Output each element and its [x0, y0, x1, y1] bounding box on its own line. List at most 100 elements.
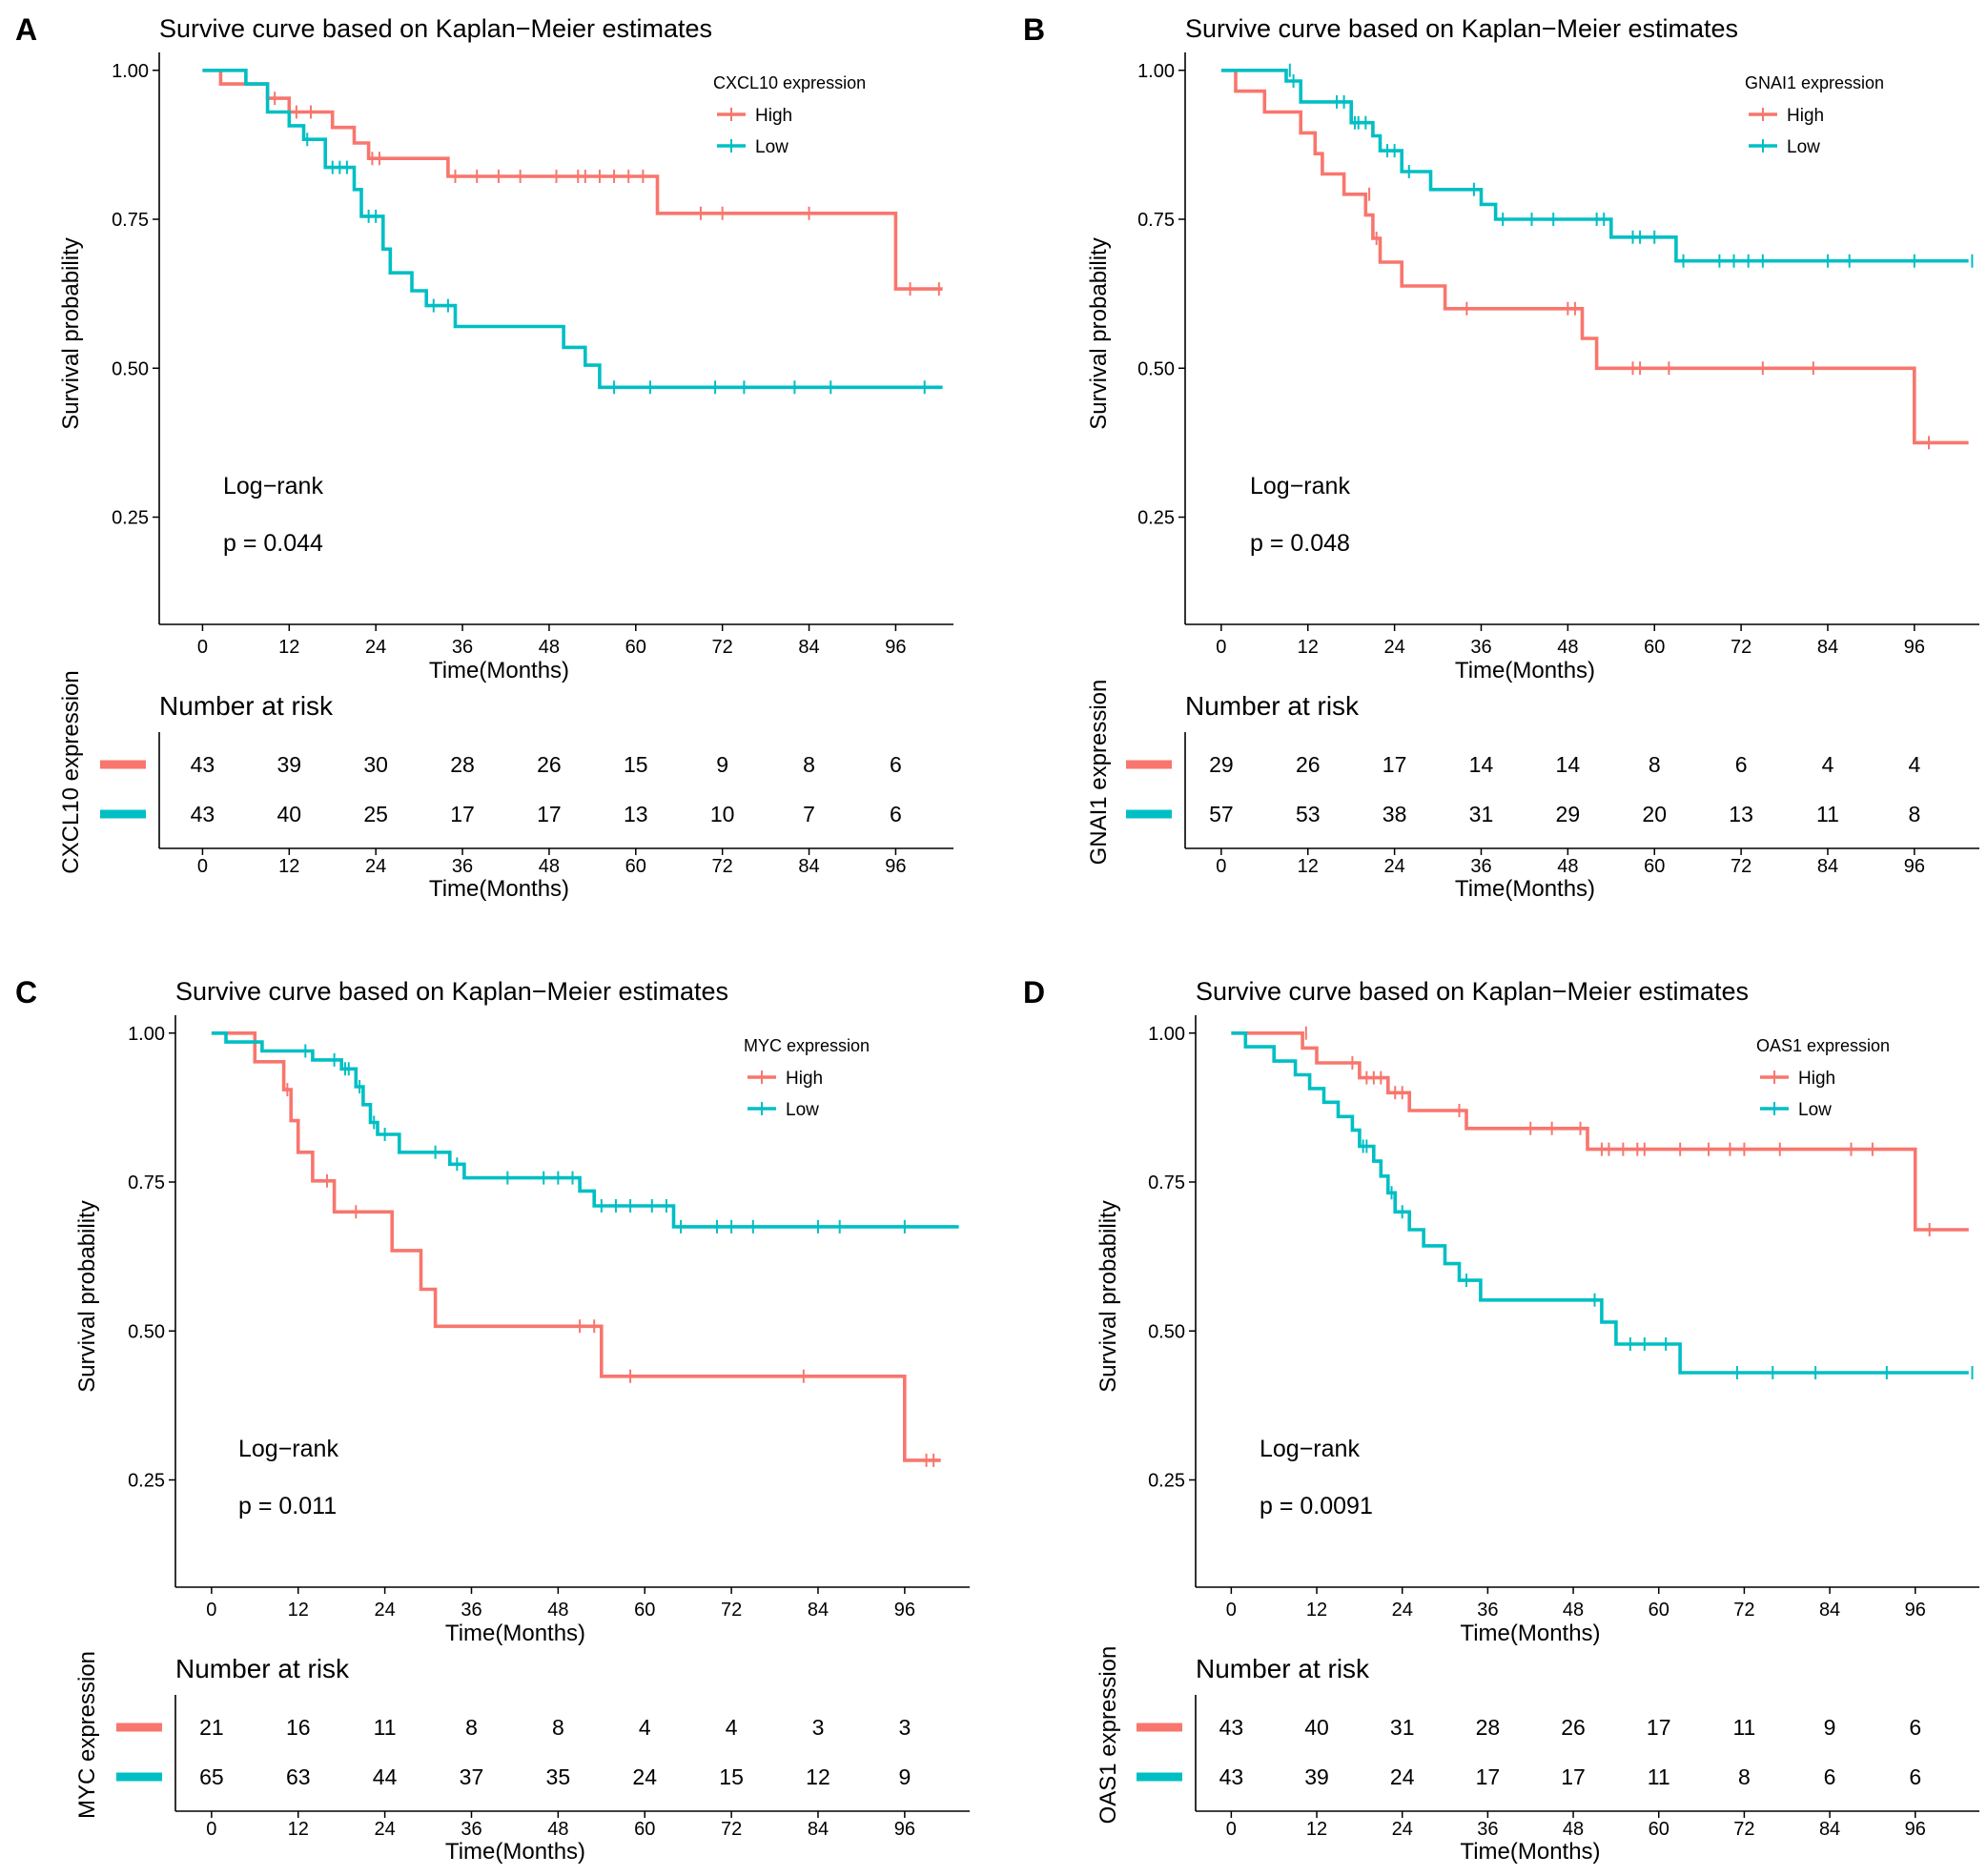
x-tick-label: 0 — [1216, 637, 1226, 658]
risk-count-low: 11 — [1816, 802, 1839, 826]
risk-count-low: 25 — [363, 802, 388, 826]
risk-count-low: 37 — [460, 1764, 484, 1789]
risk-count-high: 14 — [1469, 752, 1494, 777]
risk-count-low: 29 — [1556, 802, 1581, 826]
y-axis-label: Survival probability — [58, 237, 84, 429]
risk-y-axis-label: OAS1 expression — [1096, 1646, 1121, 1825]
panel-letter: A — [15, 12, 37, 47]
legend-label-low: Low — [1798, 1100, 1832, 1120]
legend-title: OAS1 expression — [1756, 1036, 1890, 1055]
risk-count-low: 24 — [1390, 1764, 1415, 1789]
x-tick-label: 36 — [1477, 1600, 1498, 1621]
x-tick-label: 60 — [1644, 637, 1665, 658]
panel-b: B Survive curve based on Kaplan−Meier est… — [1023, 12, 1979, 902]
risk-count-low: 6 — [1909, 1764, 1921, 1789]
risk-count-high: 9 — [716, 752, 728, 777]
risk-count-high: 43 — [1219, 1715, 1244, 1740]
p-value: p = 0.011 — [238, 1493, 337, 1519]
y-tick-label: 0.25 — [112, 508, 149, 529]
x-tick-label: 24 — [365, 637, 386, 658]
p-value: p = 0.044 — [223, 530, 323, 557]
y-tick-label: 0.50 — [112, 358, 149, 379]
risk-x-tick-label: 60 — [625, 856, 646, 877]
y-tick-label: 0.75 — [1137, 210, 1175, 231]
risk-count-high: 40 — [1304, 1715, 1329, 1740]
risk-count-high: 6 — [1909, 1715, 1921, 1740]
x-tick-label: 60 — [634, 1600, 655, 1621]
legend-label-low: Low — [755, 137, 789, 157]
risk-x-tick-label: 24 — [1392, 1819, 1413, 1840]
risk-count-high: 4 — [726, 1715, 738, 1740]
chart-title: Survive curve based on Kaplan−Meier esti… — [1185, 14, 1738, 43]
x-tick-label: 48 — [1557, 637, 1578, 658]
risk-x-axis-label: Time(Months) — [1455, 876, 1595, 902]
risk-count-low: 20 — [1642, 802, 1667, 826]
risk-x-tick-label: 36 — [461, 1819, 481, 1840]
risk-x-tick-label: 72 — [1731, 856, 1751, 877]
risk-count-high: 3 — [812, 1715, 825, 1740]
risk-count-low: 11 — [1648, 1764, 1670, 1789]
risk-count-high: 4 — [639, 1715, 651, 1740]
risk-count-high: 8 — [803, 752, 815, 777]
risk-y-axis-label: GNAI1 expression — [1086, 680, 1112, 866]
risk-x-tick-label: 24 — [374, 1819, 395, 1840]
risk-count-high: 3 — [898, 1715, 911, 1740]
x-tick-label: 36 — [452, 637, 473, 658]
x-tick-label: 84 — [1819, 1600, 1840, 1621]
risk-x-tick-label: 60 — [1649, 1819, 1669, 1840]
risk-count-low: 17 — [1561, 1764, 1586, 1789]
risk-count-low: 65 — [199, 1764, 224, 1789]
x-axis-label: Time(Months) — [429, 658, 569, 683]
risk-count-low: 8 — [1908, 802, 1920, 826]
legend-title: CXCL10 expression — [713, 73, 866, 92]
risk-x-tick-label: 84 — [1817, 856, 1838, 877]
risk-table: Number at risk 29 26 17 14 14 8 6 4 4 57 53 38 31 29 20… — [1086, 680, 1979, 902]
risk-count-high: 4 — [1908, 752, 1920, 777]
risk-count-low: 53 — [1296, 802, 1321, 826]
x-tick-label: 0 — [206, 1600, 216, 1621]
risk-table-title: Number at risk — [175, 1654, 350, 1683]
x-tick-label: 72 — [712, 637, 733, 658]
risk-x-tick-label: 96 — [894, 1819, 915, 1840]
risk-count-low: 12 — [806, 1764, 830, 1789]
risk-x-tick-label: 0 — [206, 1819, 216, 1840]
risk-count-high: 11 — [1732, 1715, 1755, 1740]
risk-x-tick-label: 12 — [1298, 856, 1319, 877]
risk-count-low: 39 — [1304, 1764, 1329, 1789]
risk-count-high: 8 — [1649, 752, 1661, 777]
risk-count-high: 11 — [374, 1715, 397, 1740]
x-tick-label: 96 — [894, 1600, 915, 1621]
risk-count-high: 43 — [191, 752, 215, 777]
x-tick-label: 60 — [625, 637, 646, 658]
risk-x-tick-label: 48 — [1557, 856, 1578, 877]
risk-count-high: 9 — [1824, 1715, 1836, 1740]
p-value: p = 0.048 — [1250, 530, 1350, 557]
risk-x-tick-label: 84 — [808, 1819, 829, 1840]
x-tick-label: 12 — [1306, 1600, 1327, 1621]
risk-count-low: 17 — [537, 802, 562, 826]
chart-title: Survive curve based on Kaplan−Meier esti… — [1196, 977, 1749, 1006]
p-value: p = 0.0091 — [1260, 1493, 1373, 1519]
panel-letter: B — [1023, 12, 1045, 47]
risk-count-low: 17 — [450, 802, 475, 826]
risk-count-high: 4 — [1822, 752, 1834, 777]
risk-count-low: 6 — [1824, 1764, 1836, 1789]
risk-table: Number at risk 43 39 30 28 26 15 9 8 6 43 40 25 17 17 1… — [58, 670, 953, 902]
risk-count-low: 38 — [1383, 802, 1407, 826]
risk-count-low: 7 — [803, 802, 815, 826]
risk-x-axis-label: Time(Months) — [429, 876, 569, 902]
risk-y-axis-label: MYC expression — [74, 1651, 100, 1819]
risk-count-low: 24 — [632, 1764, 657, 1789]
risk-x-axis-label: Time(Months) — [1460, 1839, 1600, 1865]
risk-count-high: 28 — [1476, 1715, 1501, 1740]
risk-count-high: 17 — [1383, 752, 1407, 777]
risk-x-tick-label: 0 — [1226, 1819, 1237, 1840]
x-tick-label: 24 — [1383, 637, 1404, 658]
risk-table-title: Number at risk — [159, 691, 334, 721]
risk-count-high: 8 — [552, 1715, 564, 1740]
risk-count-high: 31 — [1390, 1715, 1415, 1740]
x-tick-label: 48 — [547, 1600, 568, 1621]
risk-x-tick-label: 24 — [365, 856, 386, 877]
risk-count-low: 9 — [898, 1764, 911, 1789]
x-tick-label: 48 — [1563, 1600, 1584, 1621]
